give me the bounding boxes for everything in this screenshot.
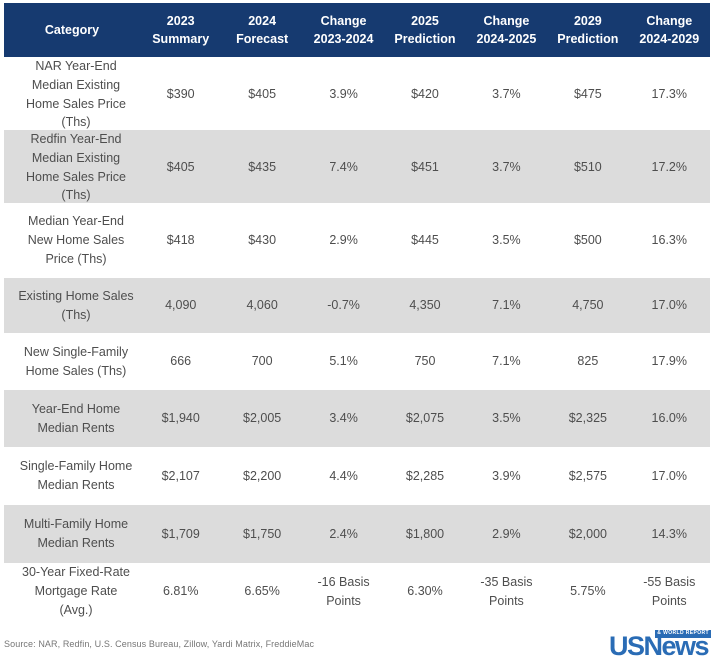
value-cell: 2.9% xyxy=(492,526,521,541)
value-cell: 2.9% xyxy=(329,233,358,248)
column-header-2024-forecast: 2024 Forecast xyxy=(236,13,289,46)
table-row: Single-Family Home Median Rents $2,107 $… xyxy=(4,447,710,505)
value-cell: 17.0% xyxy=(651,468,687,483)
column-header-2025-prediction: 2025 Prediction xyxy=(394,13,456,46)
value-cell: 4,060 xyxy=(246,298,278,313)
value-cell: 14.3% xyxy=(651,526,687,541)
category-cell: Existing Home Sales (Ths) xyxy=(18,288,134,322)
category-cell: Single-Family Home Median Rents xyxy=(19,459,133,492)
value-cell: 750 xyxy=(414,354,436,369)
value-cell: $390 xyxy=(166,87,195,102)
value-cell: 3.5% xyxy=(492,411,521,426)
value-cell: $435 xyxy=(248,160,277,175)
table-row: Year-End Home Median Rents $1,940 $2,005… xyxy=(4,390,710,447)
value-cell: $475 xyxy=(573,87,602,102)
value-cell: 17.3% xyxy=(651,87,687,102)
column-header-change-2024-2029: Change 2024-2029 xyxy=(639,13,700,46)
category-cell: New Single-Family Home Sales (Ths) xyxy=(23,344,129,378)
value-cell: 6.65% xyxy=(244,584,280,599)
value-cell: 7.4% xyxy=(329,160,358,175)
value-cell: $405 xyxy=(248,87,277,102)
value-cell: $500 xyxy=(573,233,602,248)
value-cell: $420 xyxy=(411,87,439,102)
value-cell: 3.7% xyxy=(492,87,521,102)
table-row: Multi-Family Home Median Rents $1,709 $1… xyxy=(4,505,710,563)
value-cell: 5.75% xyxy=(570,584,606,599)
value-cell: $1,750 xyxy=(243,526,282,541)
value-cell: 3.7% xyxy=(492,160,521,175)
category-cell: Year-End Home Median Rents xyxy=(31,401,121,435)
column-header-category: Category xyxy=(44,22,100,37)
value-cell: 7.1% xyxy=(492,354,521,369)
value-cell: 3.5% xyxy=(492,233,521,248)
value-cell: 17.2% xyxy=(651,160,687,175)
column-header-change-2023-2024: Change 2023-2024 xyxy=(313,13,374,46)
value-cell: $445 xyxy=(411,233,439,248)
value-cell: 7.1% xyxy=(492,298,521,313)
value-cell: 825 xyxy=(577,354,599,369)
value-cell: $2,075 xyxy=(405,411,445,426)
value-cell: $2,575 xyxy=(568,468,607,483)
value-cell: 16.3% xyxy=(651,233,687,248)
value-cell: $1,709 xyxy=(161,526,200,541)
value-cell: $510 xyxy=(573,160,602,175)
value-cell: 6.81% xyxy=(162,584,199,599)
value-cell: 4,090 xyxy=(165,298,197,313)
column-header-2023-summary: 2023 Summary xyxy=(152,13,210,46)
value-cell: 3.4% xyxy=(329,411,358,426)
table-footer: Source: NAR, Redfin, U.S. Census Bureau,… xyxy=(0,620,713,660)
category-cell: 30-Year Fixed-Rate Mortgage Rate (Avg.) xyxy=(22,565,130,617)
value-cell: $2,325 xyxy=(568,411,607,426)
category-cell: Multi-Family Home Median Rents xyxy=(23,517,129,550)
table-row: Median Year-End New Home Sales Price (Th… xyxy=(4,203,710,278)
value-cell: 666 xyxy=(170,354,192,369)
value-cell: $418 xyxy=(166,233,195,248)
value-cell: $2,005 xyxy=(243,411,282,426)
value-cell: $1,800 xyxy=(405,526,445,541)
value-cell: 3.9% xyxy=(492,468,521,483)
value-cell: $2,107 xyxy=(161,468,200,483)
value-cell: 5.1% xyxy=(329,354,358,369)
column-header-change-2024-2025: Change 2024-2025 xyxy=(476,13,537,46)
value-cell: 16.0% xyxy=(651,411,687,426)
value-cell: 2.4% xyxy=(329,526,358,541)
value-cell: $451 xyxy=(411,160,439,175)
value-cell: 4.4% xyxy=(329,468,358,483)
usnews-logo: USNews & WORLD REPORT xyxy=(609,630,711,660)
value-cell: $430 xyxy=(248,233,277,248)
column-header-2029-prediction: 2029 Prediction xyxy=(557,13,619,46)
category-cell: NAR Year-End Median Existing Home Sales … xyxy=(25,59,127,130)
value-cell: 6.30% xyxy=(407,584,443,599)
usnews-logo-tagline: & WORLD REPORT xyxy=(655,630,711,638)
value-cell: -55 Basis Points xyxy=(643,575,696,608)
value-cell: 4,350 xyxy=(409,298,441,313)
value-cell: 17.9% xyxy=(651,354,687,369)
table-header-row: Category 2023 Summary 2024 Forecast Chan… xyxy=(4,3,710,57)
value-cell: 3.9% xyxy=(329,87,358,102)
value-cell: 17.0% xyxy=(651,298,687,313)
category-cell: Redfin Year-End Median Existing Home Sal… xyxy=(25,132,127,203)
value-cell: $2,200 xyxy=(243,468,282,483)
table-row: 30-Year Fixed-Rate Mortgage Rate (Avg.) … xyxy=(4,563,710,620)
category-cell: Median Year-End New Home Sales Price (Th… xyxy=(27,214,125,266)
housing-forecast-table: Category 2023 Summary 2024 Forecast Chan… xyxy=(4,3,710,620)
value-cell: $1,940 xyxy=(161,411,200,426)
value-cell: $405 xyxy=(166,160,195,175)
value-cell: -16 Basis Points xyxy=(317,575,370,608)
value-cell: $2,000 xyxy=(568,526,607,541)
table-row: NAR Year-End Median Existing Home Sales … xyxy=(4,57,710,130)
value-cell: -35 Basis Points xyxy=(480,575,533,608)
value-cell: 4,750 xyxy=(572,298,604,313)
value-cell: $2,285 xyxy=(405,468,445,483)
table-row: Redfin Year-End Median Existing Home Sal… xyxy=(4,130,710,203)
table-row: Existing Home Sales (Ths) 4,090 4,060 -0… xyxy=(4,278,710,333)
table-row: New Single-Family Home Sales (Ths) 666 7… xyxy=(4,333,710,390)
value-cell: -0.7% xyxy=(327,298,360,313)
source-attribution: Source: NAR, Redfin, U.S. Census Bureau,… xyxy=(4,639,315,649)
value-cell: 700 xyxy=(251,354,273,369)
